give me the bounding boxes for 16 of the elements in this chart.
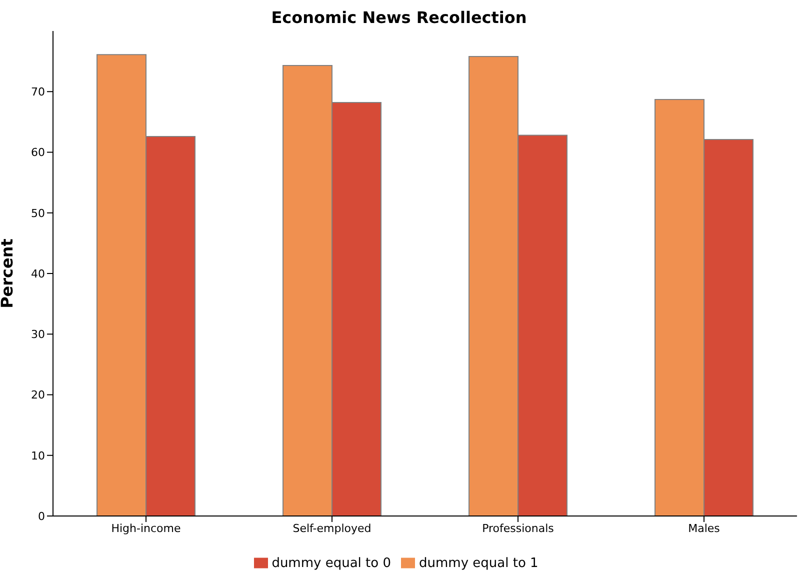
x-tick-label: Professionals	[482, 522, 554, 535]
y-tick-label: 50	[31, 206, 45, 220]
y-axis-title: Percent	[0, 238, 17, 308]
legend-label: dummy equal to 0	[272, 556, 391, 571]
legend-label: dummy equal to 1	[419, 556, 538, 571]
y-tick-label: 10	[31, 449, 45, 462]
x-tick-label: Males	[688, 522, 720, 535]
y-tick-label: 70	[31, 86, 45, 99]
y-tick-label: 0	[38, 510, 45, 523]
y-tick-label: 60	[31, 146, 45, 160]
x-tick-label: High-income	[111, 522, 181, 535]
y-tick-label: 40	[31, 267, 45, 280]
x-tick-label: Self-employed	[292, 522, 372, 535]
chart-title: Economic News Recollection	[270, 8, 528, 27]
y-tick-label: 20	[31, 388, 45, 402]
y-tick-label: 30	[31, 328, 45, 342]
